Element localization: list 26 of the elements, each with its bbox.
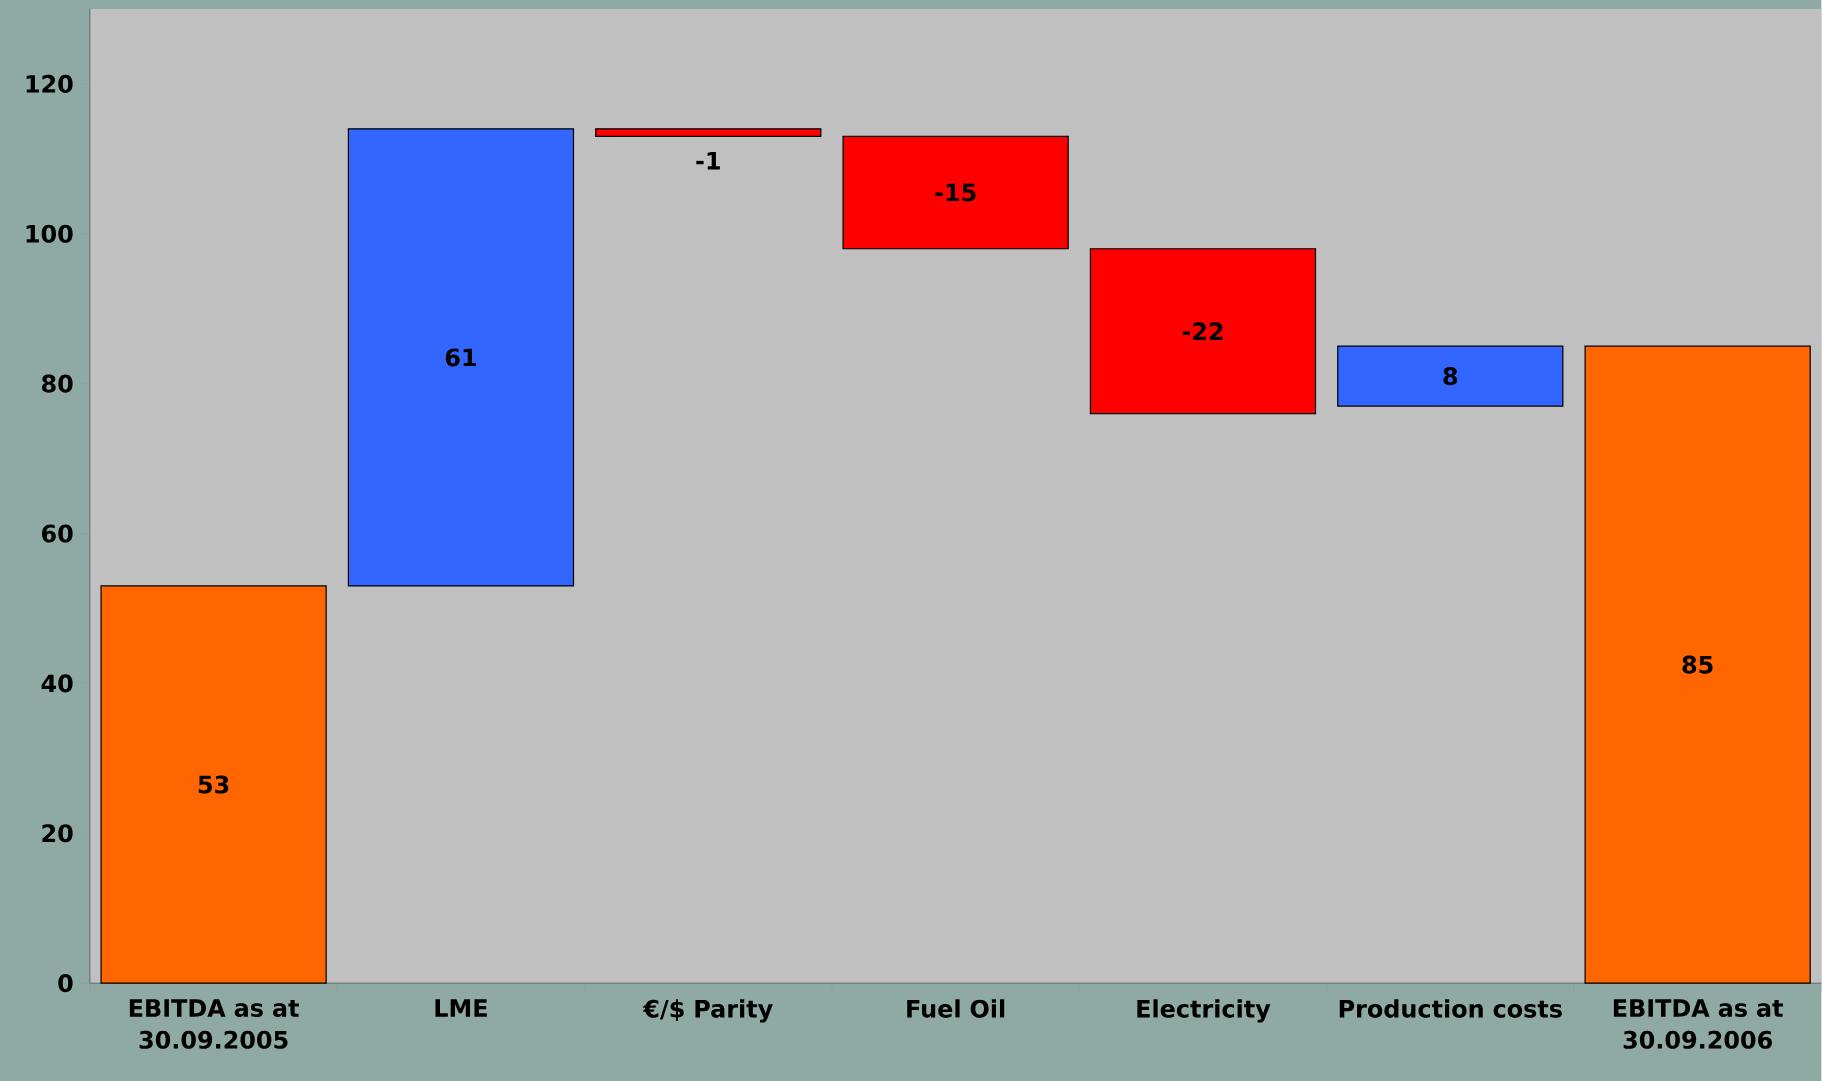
- y-tick-label: 0: [58, 974, 73, 993]
- y-tick-label: 40: [41, 674, 73, 693]
- x-tick-label: Production costs: [1339, 999, 1562, 1018]
- x-tick-label: Electricity: [1137, 999, 1271, 1023]
- x-tick-label: EBITDA as at 30.09.2006: [1613, 999, 1783, 1049]
- data-label: -22: [1182, 322, 1223, 341]
- y-tick-label: 120: [26, 74, 73, 93]
- data-label: 61: [445, 348, 476, 367]
- y-tick-label: 100: [26, 224, 73, 243]
- data-label: 85: [1682, 655, 1713, 674]
- x-tick-label: EBITDA as at 30.09.2005: [129, 999, 299, 1049]
- data-label: 8: [1443, 367, 1458, 386]
- data-label: 53: [198, 775, 229, 794]
- bar: [1089, 248, 1317, 415]
- bar: [347, 128, 575, 587]
- data-label: -1: [696, 152, 720, 170]
- x-tick-label: €/$ Parity: [642, 999, 773, 1023]
- y-tick-label: 20: [42, 824, 73, 843]
- bar: [842, 135, 1069, 250]
- x-tick-label: Fuel Oil: [907, 999, 1005, 1018]
- y-tick-label: 80: [41, 374, 73, 393]
- data-label: -15: [935, 183, 976, 202]
- bar: [1337, 345, 1564, 407]
- y-tick-label: 60: [42, 524, 73, 543]
- x-tick-label: LME: [435, 999, 487, 1017]
- bar: [595, 128, 822, 137]
